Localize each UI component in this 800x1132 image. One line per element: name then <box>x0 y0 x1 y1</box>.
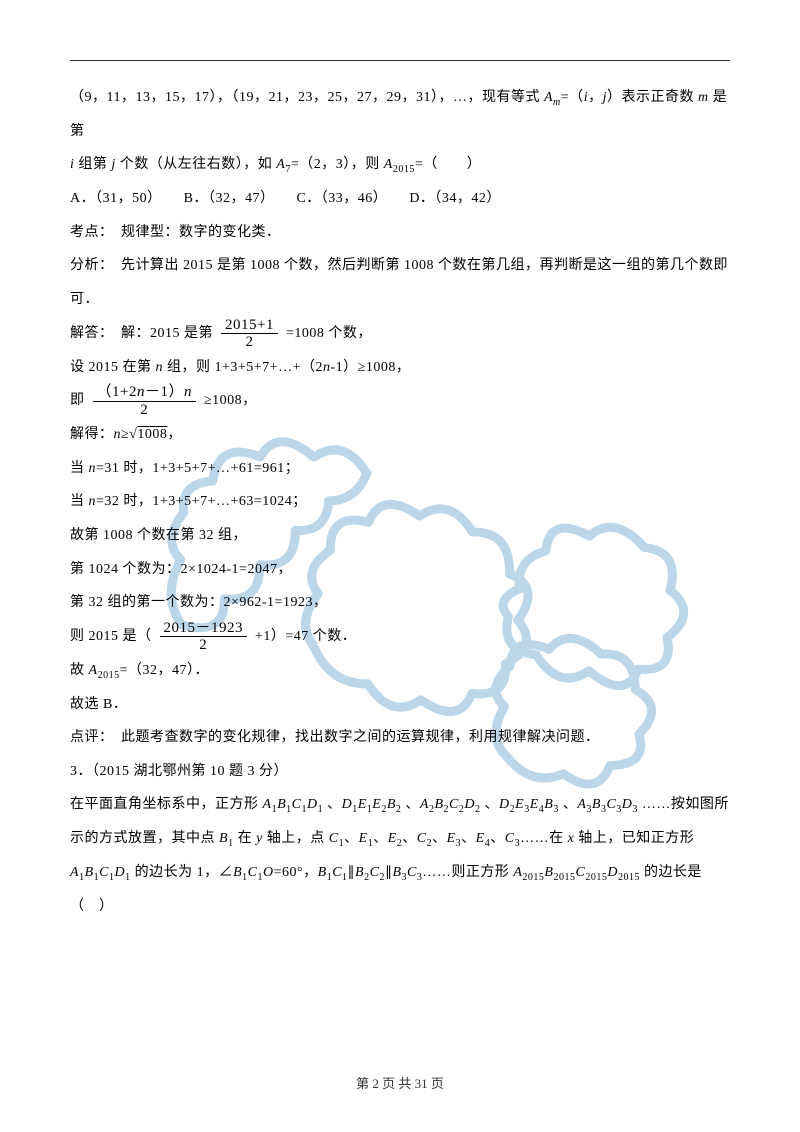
solution-4: 解得：n≥√1008， <box>70 418 730 452</box>
solution-9: 第 32 组的第一个数为：2×962-1=1923， <box>70 586 730 620</box>
problem-3-text-2: 示的方式放置，其中点 B1 在 y 轴上，点 C1、E1、E2、C2、E3、E4… <box>70 822 730 856</box>
options: A．（31，50）B．（32，47）C．（33，46）D．（34，42） <box>70 182 730 216</box>
solution-2: 设 2015 在第 n 组，则 1+3+5+7+…+（2n-1）≥1008， <box>70 351 730 385</box>
solution-1: 解答： 解：2015 是第 2015+12 =1008 个数， <box>70 317 730 351</box>
topic: 考点： 规律型：数字的变化类． <box>70 216 730 250</box>
problem-text-1: （9，11，13，15，17），（19，21，23，25，27，29，31），…… <box>70 81 730 148</box>
solution-5: 当 n=31 时，1+3+5+7+…+61=961； <box>70 452 730 486</box>
problem-3-header: 3．（2015 湖北鄂州第 10 题 3 分） <box>70 755 730 789</box>
top-rule <box>70 60 730 61</box>
solution-12: 故选 B． <box>70 688 730 722</box>
problem-3-text-1: 在平面直角坐标系中，正方形 A1B1C1D1 、D1E1E2B2 、A2B2C2… <box>70 788 730 822</box>
solution-10: 则 2015 是（ 2015－19232 +1）=47 个数． <box>70 620 730 654</box>
problem-3-text-3: A1B1C1D1 的边长为 1，∠B1C1O=60°，B1C1∥B2C2∥B3C… <box>70 856 730 923</box>
solution-6: 当 n=32 时，1+3+5+7+…+63=1024； <box>70 485 730 519</box>
page-footer: 第 2 页 共 31 页 <box>0 1073 800 1092</box>
solution-11: 故 A2015=（32，47）． <box>70 654 730 688</box>
comment: 点评： 此题考查数字的变化规律，找出数字之间的运算规律，利用规律解决问题． <box>70 721 730 755</box>
problem-text-2: i 组第 j 个数（从左往右数），如 A7=（2，3），则 A2015=（ ） <box>70 148 730 182</box>
analysis: 分析： 先计算出 2015 是第 1008 个数，然后判断第 1008 个数在第… <box>70 249 730 316</box>
solution-8: 第 1024 个数为：2×1024-1=2047， <box>70 553 730 587</box>
solution-7: 故第 1008 个数在第 32 组， <box>70 519 730 553</box>
solution-3: 即 （1+2n－1）n2 ≥1008， <box>70 384 730 418</box>
